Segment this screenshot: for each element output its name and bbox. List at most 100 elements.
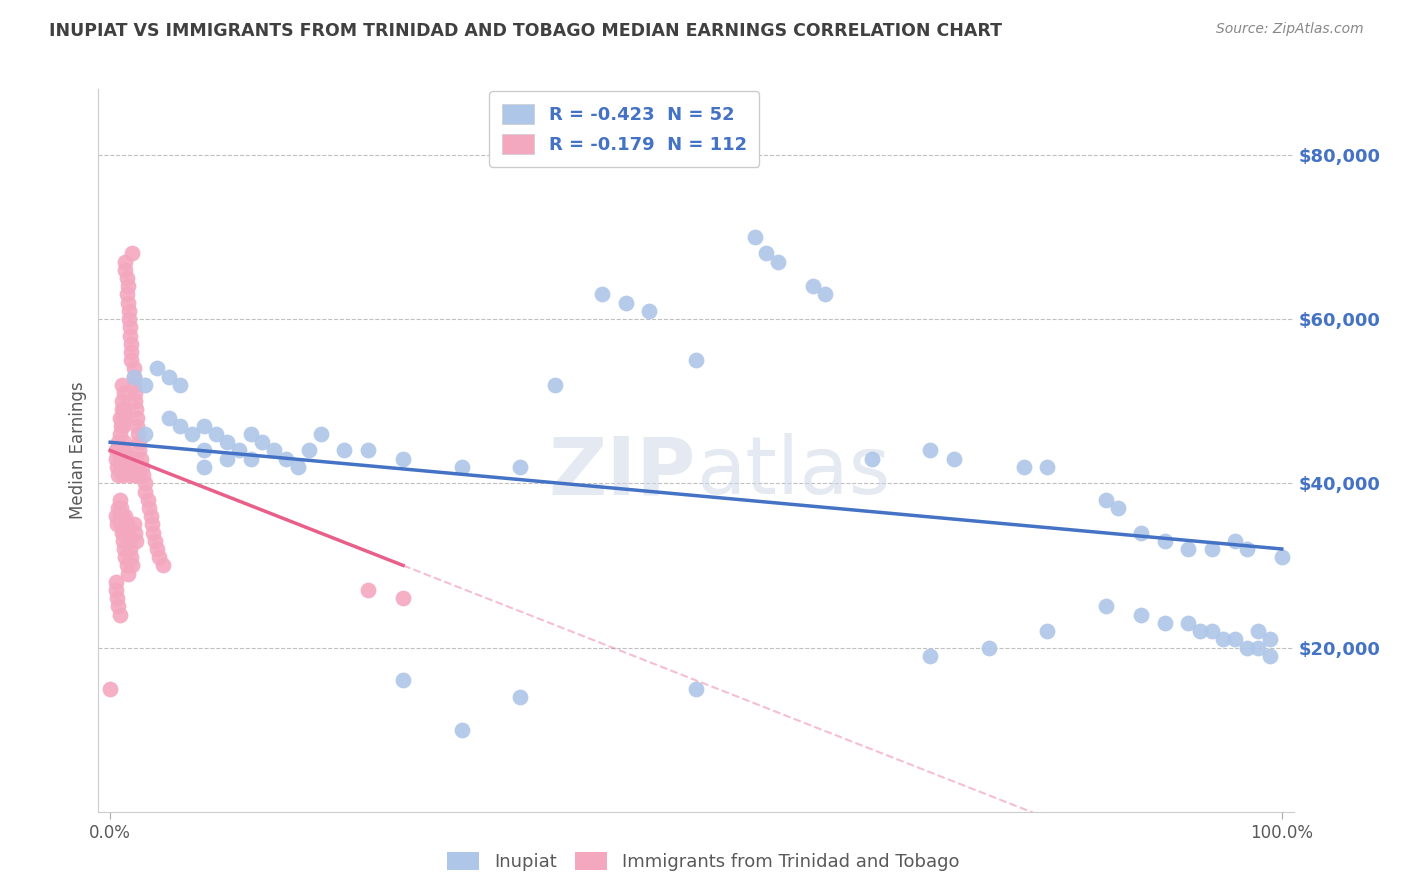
Point <box>1258 648 1281 663</box>
Point <box>112 443 135 458</box>
Point <box>108 509 131 524</box>
Point <box>509 690 531 704</box>
Point <box>105 574 128 589</box>
Point <box>146 361 169 376</box>
Point <box>108 451 131 466</box>
Point <box>131 459 153 474</box>
Point <box>127 418 149 433</box>
Point <box>112 386 135 401</box>
Legend: R = -0.423  N = 52, R = -0.179  N = 112: R = -0.423 N = 52, R = -0.179 N = 112 <box>489 91 759 167</box>
Point <box>117 566 139 581</box>
Point <box>121 558 143 573</box>
Point <box>122 369 145 384</box>
Point <box>112 435 135 450</box>
Point <box>115 287 138 301</box>
Point <box>392 673 415 688</box>
Point <box>204 427 226 442</box>
Point <box>105 451 128 466</box>
Point <box>98 681 121 696</box>
Point <box>920 648 942 663</box>
Point <box>228 443 250 458</box>
Point <box>138 500 160 515</box>
Point <box>124 386 146 401</box>
Point <box>239 427 262 442</box>
Point <box>120 328 141 343</box>
Point <box>152 558 174 573</box>
Point <box>217 451 239 466</box>
Point <box>148 550 170 565</box>
Point <box>614 295 637 310</box>
Point <box>111 468 134 483</box>
Point <box>127 427 149 442</box>
Point <box>252 435 274 450</box>
Point <box>114 443 136 458</box>
Point <box>111 402 134 417</box>
Point <box>1223 632 1246 647</box>
Point <box>112 517 135 532</box>
Point <box>110 418 132 433</box>
Point <box>105 443 128 458</box>
Point <box>111 451 134 466</box>
Point <box>124 459 146 474</box>
Point <box>141 509 163 524</box>
Point <box>357 443 380 458</box>
Point <box>120 353 142 368</box>
Point <box>108 492 131 507</box>
Point <box>920 443 942 458</box>
Point <box>685 681 707 696</box>
Point <box>1036 459 1059 474</box>
Point <box>450 723 472 737</box>
Point <box>333 443 356 458</box>
Point <box>114 254 136 268</box>
Point <box>1236 640 1258 655</box>
Point <box>117 525 139 540</box>
Point <box>108 410 131 425</box>
Point <box>134 484 156 499</box>
Point <box>169 377 191 392</box>
Point <box>118 533 141 548</box>
Point <box>1201 541 1223 556</box>
Point <box>115 451 138 466</box>
Point <box>122 361 145 376</box>
Point <box>122 369 145 384</box>
Point <box>128 468 150 483</box>
Point <box>108 607 131 622</box>
Point <box>128 443 150 458</box>
Point <box>193 443 215 458</box>
Point <box>105 591 128 606</box>
Point <box>128 435 150 450</box>
Point <box>134 476 156 491</box>
Point <box>134 427 156 442</box>
Point <box>942 451 965 466</box>
Text: INUPIAT VS IMMIGRANTS FROM TRINIDAD AND TOBAGO MEDIAN EARNINGS CORRELATION CHART: INUPIAT VS IMMIGRANTS FROM TRINIDAD AND … <box>49 22 1002 40</box>
Point <box>112 418 135 433</box>
Point <box>146 541 169 556</box>
Point <box>1130 607 1153 622</box>
Point <box>1236 541 1258 556</box>
Point <box>450 459 472 474</box>
Point <box>124 394 146 409</box>
Point <box>263 443 285 458</box>
Point <box>193 459 215 474</box>
Point <box>141 517 163 532</box>
Point <box>1258 632 1281 647</box>
Point <box>105 459 128 474</box>
Point <box>591 287 613 301</box>
Point <box>115 517 138 532</box>
Point <box>121 246 143 260</box>
Y-axis label: Median Earnings: Median Earnings <box>69 382 87 519</box>
Point <box>127 468 149 483</box>
Point <box>685 353 707 368</box>
Point <box>127 459 149 474</box>
Point <box>117 279 139 293</box>
Point <box>111 509 134 524</box>
Point <box>112 525 135 540</box>
Point <box>977 640 1000 655</box>
Point <box>134 377 156 392</box>
Point <box>107 599 129 614</box>
Point <box>110 517 132 532</box>
Point <box>105 517 128 532</box>
Point <box>1271 550 1294 565</box>
Point <box>105 509 128 524</box>
Point <box>357 582 380 597</box>
